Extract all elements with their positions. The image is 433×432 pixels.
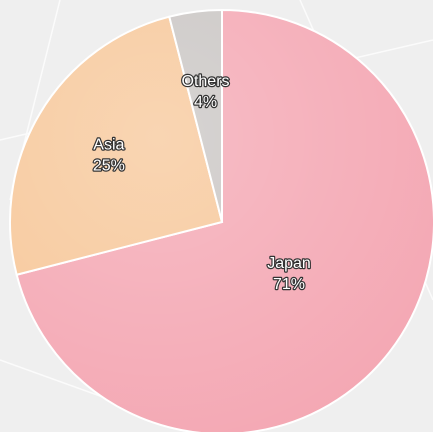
- slice-label: Others: [182, 73, 230, 90]
- slice-value-label: 25%: [93, 157, 125, 174]
- slice-value-label: 4%: [194, 94, 217, 111]
- slice-label: Asia: [93, 136, 124, 153]
- slice-value-label: 71%: [273, 276, 305, 293]
- slice-label: Japan: [267, 255, 311, 272]
- labels: Japan 71% Asia 25% Others 4%: [92, 72, 312, 295]
